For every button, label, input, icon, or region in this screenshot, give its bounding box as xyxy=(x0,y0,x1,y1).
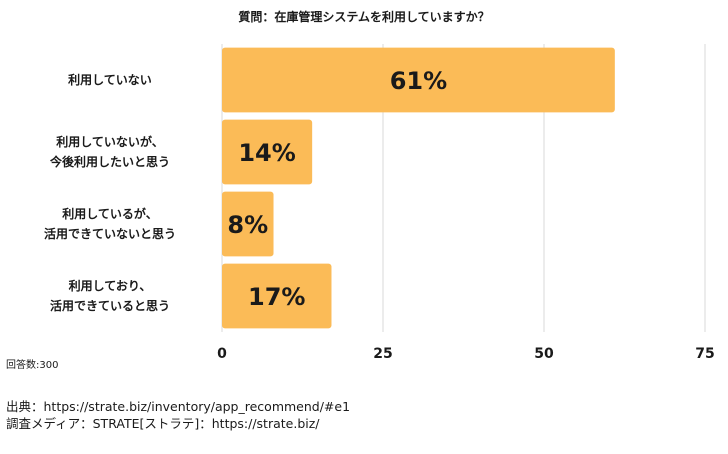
category-label-line: 活用できていると思う xyxy=(49,299,170,313)
data-label: 8% xyxy=(227,211,268,239)
data-label: 17% xyxy=(248,283,305,311)
sample-size-note: 回答数:300 xyxy=(6,360,59,371)
category-label-line: 利用しているが、 xyxy=(62,207,158,221)
data-label: 61% xyxy=(390,67,447,95)
category-label-line: 今後利用したいと思う xyxy=(49,155,170,169)
source-line: 出典：https://strate.biz/inventory/app_reco… xyxy=(6,399,351,414)
x-tick-label: 75 xyxy=(695,346,714,362)
chart-title: 質問：在庫管理システムを利用していますか？ xyxy=(238,10,490,24)
source-credits: 出典：https://strate.biz/inventory/app_reco… xyxy=(6,398,350,432)
bar xyxy=(222,47,615,113)
category-label: 利用していない xyxy=(10,70,210,90)
category-label-line: 利用していないが、 xyxy=(56,135,164,149)
category-label: 利用しているが、活用できていないと思う xyxy=(10,204,210,244)
x-tick-label: 50 xyxy=(534,346,554,362)
category-label: 利用していないが、 今後利用したいと思う xyxy=(10,132,210,172)
category-label-line: 利用しており、 xyxy=(68,279,152,293)
bar xyxy=(222,119,313,185)
x-tick-label: 0 xyxy=(217,346,227,362)
category-label-line: 活用できていないと思う xyxy=(43,227,176,241)
x-tick-label: 25 xyxy=(373,346,392,362)
category-label: 利用しており、活用できていると思う xyxy=(10,276,210,316)
survey-media-line: 調査メディア：STRATE[ストラテ]：https://strate.biz/ xyxy=(6,416,320,431)
category-label-line: 利用していない xyxy=(68,73,152,87)
bar xyxy=(222,263,332,329)
bar xyxy=(222,191,274,257)
data-label: 14% xyxy=(238,139,295,167)
